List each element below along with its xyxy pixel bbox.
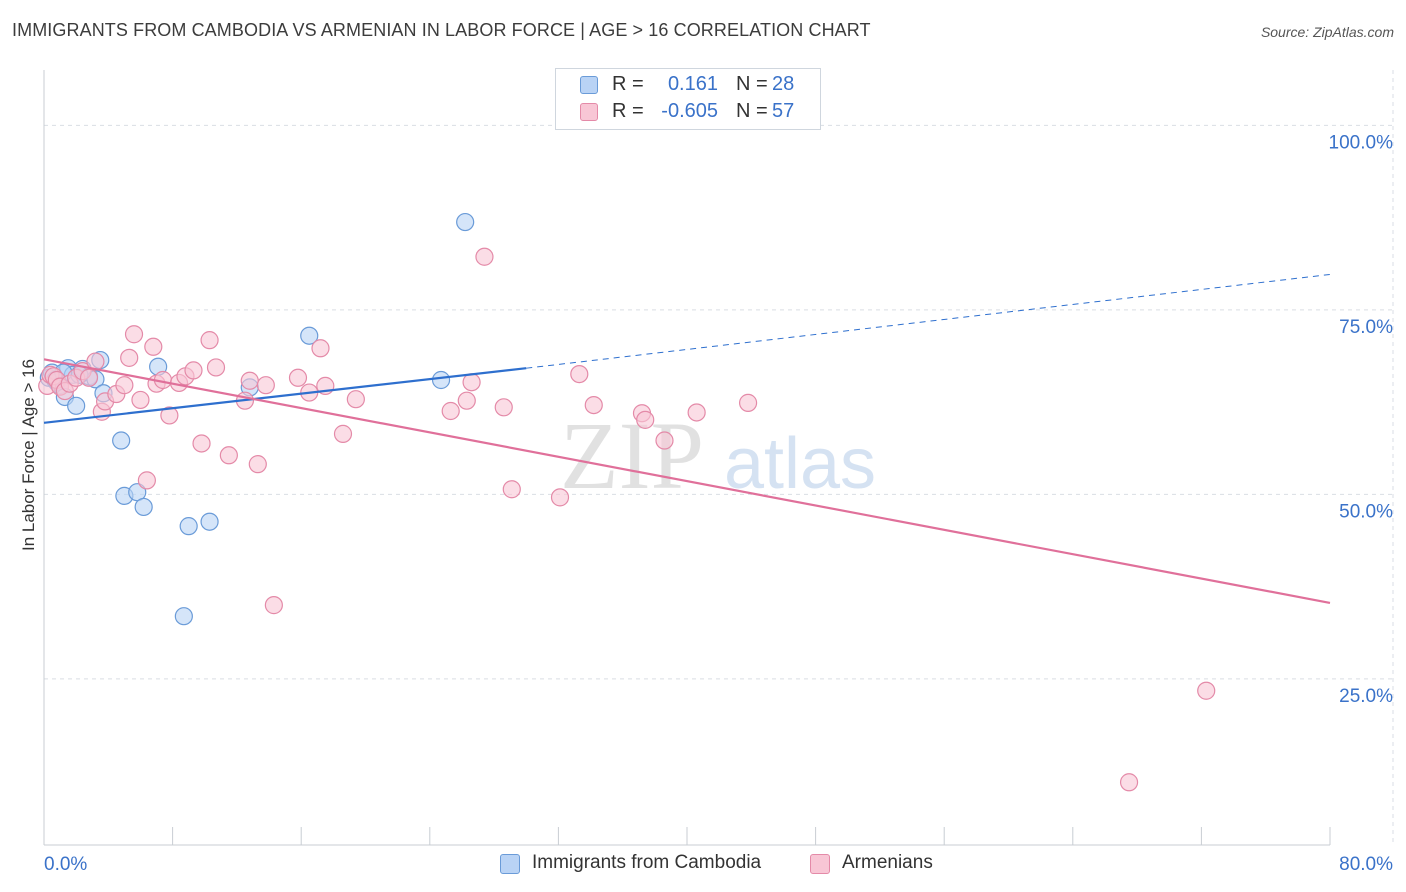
armenian-point <box>687 403 706 422</box>
watermark-atlas: atlas <box>724 424 876 504</box>
legend-swatch-armenians <box>580 103 598 121</box>
legend-r-value: -0.605 <box>661 100 718 122</box>
y-tick-label: 75.0% <box>1339 317 1393 338</box>
legend-r-value: 0.161 <box>667 73 718 95</box>
data-points <box>38 212 1216 792</box>
armenian-point <box>346 390 365 409</box>
armenian-point <box>333 424 353 443</box>
armenian-point <box>256 376 275 395</box>
tick-labels: 25.0% 50.0% 75.0% 100.0% 0.0% 80.0% <box>44 132 1393 875</box>
axes <box>43 70 1331 846</box>
armenian-point <box>240 371 259 390</box>
y-axis-label: In Labor Force | Age > 16 <box>19 359 38 551</box>
cambodia-point <box>67 396 86 415</box>
watermark: ZIP atlas <box>560 402 876 509</box>
legend-swatch-cambodia <box>500 854 520 874</box>
armenian-point <box>457 391 476 410</box>
armenian-point <box>462 373 481 392</box>
cambodia-point <box>179 517 198 536</box>
armenian-point <box>475 247 494 266</box>
source-credit: Source: ZipAtlas.com <box>1260 24 1394 40</box>
armenian-point <box>144 337 163 356</box>
armenian-point <box>1197 681 1216 700</box>
watermark-zip: ZIP <box>560 402 704 509</box>
legend-label-armenians: Armenians <box>842 852 933 873</box>
cambodia-trend-line <box>43 367 527 424</box>
y-tick-label: 50.0% <box>1339 501 1393 522</box>
armenian-point <box>550 488 570 507</box>
armenian-point <box>570 364 589 384</box>
armenian-point <box>200 331 219 350</box>
armenian-point <box>311 339 330 358</box>
gridlines <box>44 70 1395 845</box>
trend-lines <box>43 273 1331 604</box>
armenian-point <box>494 398 513 417</box>
armenian-point <box>120 348 139 367</box>
cambodia-point <box>134 497 153 517</box>
cambodia-point <box>456 212 475 232</box>
armenian-point <box>219 446 238 465</box>
legend-r-label: R = <box>612 100 644 122</box>
armenian-point <box>79 368 99 387</box>
armenian-point <box>264 596 283 615</box>
armenian-point <box>636 410 655 429</box>
legend-swatch-cambodia <box>580 76 598 94</box>
armenian-point <box>160 406 179 425</box>
armenian-point <box>738 393 758 412</box>
armenian-trend-line <box>43 358 1331 604</box>
cambodia-trend-extension <box>526 273 1331 369</box>
armenian-point <box>502 480 521 499</box>
x-tick-label: 0.0% <box>44 854 87 875</box>
armenian-point <box>288 368 308 387</box>
cambodia-point <box>174 607 193 626</box>
legend-label-cambodia: Immigrants from Cambodia <box>532 852 762 873</box>
chart-title: IMMIGRANTS FROM CAMBODIA VS ARMENIAN IN … <box>12 20 871 40</box>
armenian-point <box>206 358 226 377</box>
armenian-point <box>115 376 134 395</box>
legend-swatch-armenians <box>810 854 830 874</box>
cambodia-point <box>112 431 131 450</box>
armenian-point <box>184 361 203 380</box>
armenian-point <box>248 455 267 474</box>
x-tick-label: 80.0% <box>1339 854 1393 875</box>
armenian-point <box>137 471 156 490</box>
legend-n-label: N = <box>736 100 768 122</box>
correlation-legend: R = 0.161 N = 28 R = -0.605 N = 57 <box>555 68 821 130</box>
legend-n-value: 28 <box>772 73 795 95</box>
armenian-point <box>131 390 150 410</box>
armenian-point <box>192 434 211 453</box>
cambodia-point <box>300 326 319 345</box>
legend-r-label: R = <box>612 73 644 95</box>
cambodia-point <box>200 512 219 531</box>
armenian-point <box>1119 773 1139 792</box>
armenian-point <box>124 325 144 344</box>
y-tick-label: 25.0% <box>1339 686 1393 707</box>
cambodia-point <box>431 370 451 390</box>
legend-n-value: 57 <box>772 100 795 122</box>
legend-n-label: N = <box>736 73 768 95</box>
armenian-point <box>655 431 674 450</box>
y-tick-label: 100.0% <box>1329 132 1394 153</box>
armenian-point <box>584 395 603 415</box>
armenian-point <box>441 401 460 421</box>
